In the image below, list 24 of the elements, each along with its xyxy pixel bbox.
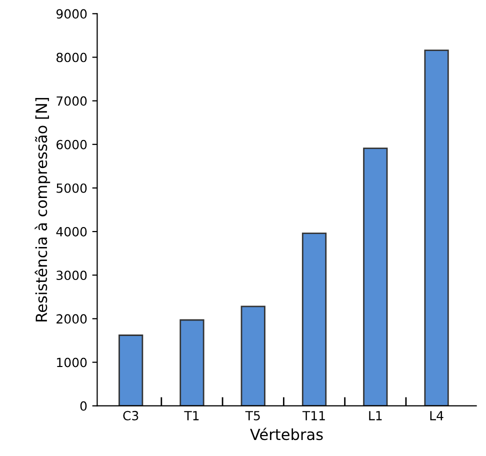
x-tick-label: T1 (184, 411, 199, 420)
x-axis-title: Vértebras (250, 428, 323, 440)
bar (118, 334, 144, 406)
y-tick-label: 2000 (56, 314, 87, 324)
x-tick-label: C3 (123, 410, 138, 420)
x-tick-label: L4 (430, 411, 444, 420)
y-tick-label: 1000 (57, 358, 87, 368)
x-tick-label: T5 (245, 411, 260, 420)
y-tick-label: 9000 (56, 9, 87, 19)
y-tick-label: 6000 (56, 140, 87, 150)
x-tick-label: L1 (369, 411, 382, 420)
y-tick-label: 4000 (56, 227, 87, 236)
y-tick-label: 7000 (56, 96, 87, 106)
bar (363, 148, 388, 406)
x-tick-label: T11 (302, 411, 325, 420)
bar (424, 50, 449, 406)
y-axis-title: Resistência à compressão [N] (34, 98, 50, 322)
bar (302, 232, 327, 406)
y-tick-label: 0 (80, 401, 87, 411)
bar (180, 319, 204, 406)
bar (240, 306, 266, 406)
y-tick-label: 3000 (56, 270, 87, 280)
y-tick-label: 5000 (56, 183, 87, 193)
y-tick-label: 8000 (56, 52, 87, 62)
